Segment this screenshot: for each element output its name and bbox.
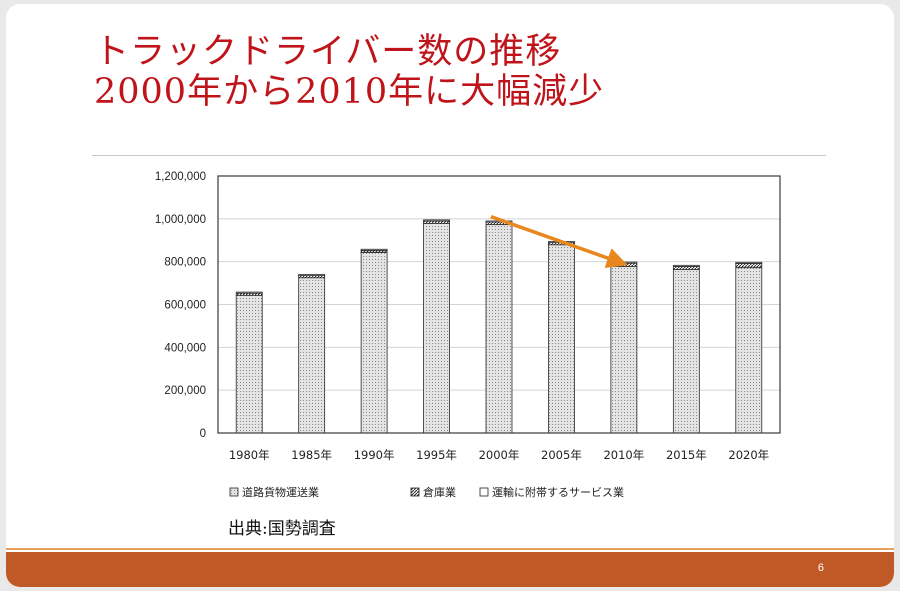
slide: トラックドライバー数の推移 2000年から2010年に大幅減少 0 200,000…	[6, 4, 894, 587]
x-tick-label: 1990年	[354, 448, 395, 462]
legend: 道路貨物運送業 倉庫業 運輸に附帯するサービス業	[229, 485, 624, 499]
bars	[235, 219, 763, 434]
bar-segment	[423, 223, 450, 434]
legend-swatch	[229, 487, 239, 497]
bar-segment	[298, 274, 326, 276]
y-tick-label: 200,000	[164, 385, 206, 397]
y-axis-ticks: 0 200,000 400,000 600,000 800,000 1,000,000 1,…	[155, 171, 206, 440]
y-tick-label: 1,200,000	[155, 171, 206, 183]
y-tick-label: 600,000	[164, 300, 206, 312]
bar-segment	[610, 265, 638, 434]
footer-accent-line	[6, 548, 894, 550]
bar-segment	[360, 248, 388, 251]
y-tick-label: 1,000,000	[155, 214, 206, 226]
x-tick-label: 1985年	[291, 448, 332, 462]
bar-segment	[548, 244, 575, 434]
footer-bar: 6	[6, 552, 894, 587]
bar-segment	[735, 267, 763, 434]
x-tick-label: 2020年	[728, 448, 769, 462]
bar-segment	[672, 264, 700, 267]
x-tick-label: 2010年	[603, 448, 644, 462]
x-axis-ticks: 1980年 1985年 1990年 1995年 2000年 2005年 2010年 2015年…	[229, 448, 769, 462]
bar-segment	[485, 224, 513, 434]
bar-segment	[235, 291, 263, 294]
bar-segment	[735, 262, 763, 269]
bar-segment	[423, 219, 450, 222]
bar-segment	[672, 269, 700, 434]
x-tick-label: 1995年	[416, 448, 457, 462]
plot-area-border	[217, 175, 781, 434]
legend-label: 倉庫業	[423, 485, 456, 499]
x-tick-label: 2000年	[479, 448, 520, 462]
title-line-2: 2000年から2010年に大幅減少	[94, 72, 605, 112]
legend-swatch	[479, 487, 489, 497]
bar-segment	[735, 261, 763, 264]
x-tick-label: 2015年	[666, 448, 707, 462]
decline-arrow	[490, 215, 628, 269]
slide-title: トラックドライバー数の推移 2000年から2010年に大幅減少	[94, 32, 604, 112]
y-tick-label: 400,000	[164, 342, 206, 354]
title-line-1: トラックドライバー数の推移	[94, 32, 562, 72]
bar-segment	[360, 252, 388, 434]
bar-segment	[610, 262, 638, 267]
bar-segment	[298, 277, 326, 434]
bar-chart: 0 200,000 400,000 600,000 800,000 1,000,000 1,…	[155, 171, 781, 499]
y-tick-label: 800,000	[164, 257, 206, 269]
x-tick-label: 2005年	[541, 448, 582, 462]
source-note: 出典:国勢調査	[228, 519, 336, 539]
legend-swatch	[410, 487, 420, 497]
title-divider	[92, 155, 826, 156]
page-number: 6	[817, 562, 824, 574]
legend-label: 道路貨物運送業	[242, 485, 319, 499]
bar-segment	[672, 265, 700, 270]
bar-segment	[235, 294, 263, 434]
y-tick-label: 0	[200, 428, 206, 440]
x-tick-label: 1980年	[229, 448, 270, 462]
legend-label: 運輸に附帯するサービス業	[492, 485, 624, 499]
